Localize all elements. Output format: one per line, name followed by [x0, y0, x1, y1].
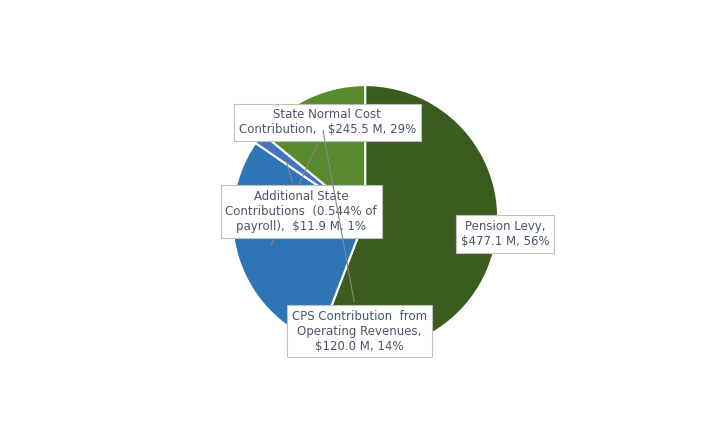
- Wedge shape: [318, 85, 498, 351]
- Wedge shape: [232, 143, 365, 343]
- Text: State Normal Cost
Contribution,   $245.5 M, 29%: State Normal Cost Contribution, $245.5 M…: [239, 108, 416, 245]
- Text: Pension Levy,
$477.1 M, 56%: Pension Levy, $477.1 M, 56%: [461, 220, 549, 248]
- Text: CPS Contribution  from
Operating Revenues,
$120.0 M, 14%: CPS Contribution from Operating Revenues…: [292, 130, 427, 353]
- Text: Additional State
Contributions  (0.544% of
payroll),  $11.9 M, 1%: Additional State Contributions (0.544% o…: [225, 161, 377, 233]
- Wedge shape: [263, 85, 365, 218]
- Wedge shape: [256, 133, 365, 218]
